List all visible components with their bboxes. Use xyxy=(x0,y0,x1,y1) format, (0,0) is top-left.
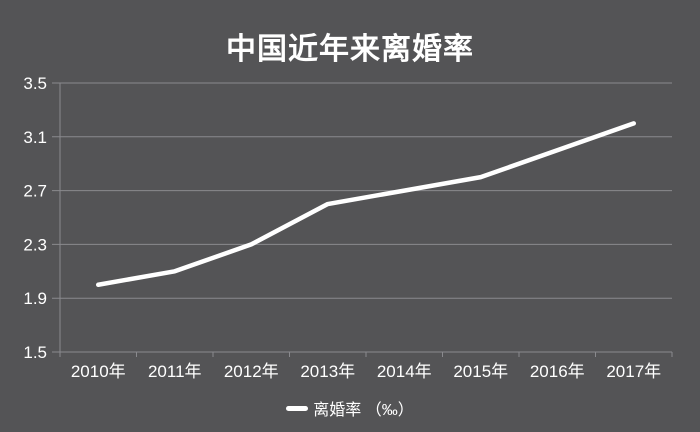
y-tick-label: 1.5 xyxy=(23,343,47,362)
x-tick-label: 2014年 xyxy=(377,362,432,381)
y-tick-label: 2.3 xyxy=(23,235,47,254)
chart-title: 中国近年来离婚率 xyxy=(226,33,474,66)
x-tick-label: 2016年 xyxy=(530,362,585,381)
x-tick-label: 2015年 xyxy=(453,362,508,381)
divorce-rate-line xyxy=(96,121,636,287)
y-tick-label: 3.5 xyxy=(23,74,47,93)
y-tick-label: 3.1 xyxy=(23,128,47,147)
x-tick-label: 2013年 xyxy=(300,362,355,381)
legend-line-swatch xyxy=(286,405,309,411)
y-tick-label: 2.7 xyxy=(23,182,47,201)
y-tick-label: 1.9 xyxy=(23,289,47,308)
x-tick-label: 2012年 xyxy=(224,362,279,381)
x-tick-label: 2010年 xyxy=(71,362,126,381)
legend-label: 离婚率 （‰） xyxy=(313,402,414,419)
x-tick-label: 2017年 xyxy=(606,362,661,381)
x-tick-label: 2011年 xyxy=(148,362,202,381)
legend: 离婚率 （‰） xyxy=(0,396,700,420)
